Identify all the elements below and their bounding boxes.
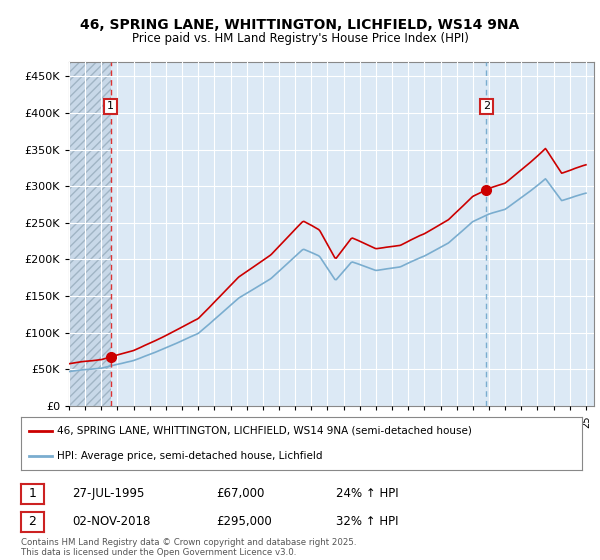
Text: 24% ↑ HPI: 24% ↑ HPI (336, 487, 398, 501)
Text: 27-JUL-1995: 27-JUL-1995 (72, 487, 145, 501)
Text: 46, SPRING LANE, WHITTINGTON, LICHFIELD, WS14 9NA: 46, SPRING LANE, WHITTINGTON, LICHFIELD,… (80, 18, 520, 32)
Text: 2: 2 (28, 515, 37, 529)
Text: Contains HM Land Registry data © Crown copyright and database right 2025.
This d: Contains HM Land Registry data © Crown c… (21, 538, 356, 557)
Text: £67,000: £67,000 (216, 487, 265, 501)
Text: HPI: Average price, semi-detached house, Lichfield: HPI: Average price, semi-detached house,… (58, 450, 323, 460)
Text: £295,000: £295,000 (216, 515, 272, 529)
Text: 1: 1 (28, 487, 37, 501)
Bar (69, 62, 110, 406)
Text: Price paid vs. HM Land Registry's House Price Index (HPI): Price paid vs. HM Land Registry's House … (131, 31, 469, 45)
Text: 46, SPRING LANE, WHITTINGTON, LICHFIELD, WS14 9NA (semi-detached house): 46, SPRING LANE, WHITTINGTON, LICHFIELD,… (58, 426, 472, 436)
Text: 2: 2 (483, 101, 490, 111)
Text: 02-NOV-2018: 02-NOV-2018 (72, 515, 151, 529)
Text: 32% ↑ HPI: 32% ↑ HPI (336, 515, 398, 529)
Bar (69, 62, 110, 406)
Text: 1: 1 (107, 101, 114, 111)
